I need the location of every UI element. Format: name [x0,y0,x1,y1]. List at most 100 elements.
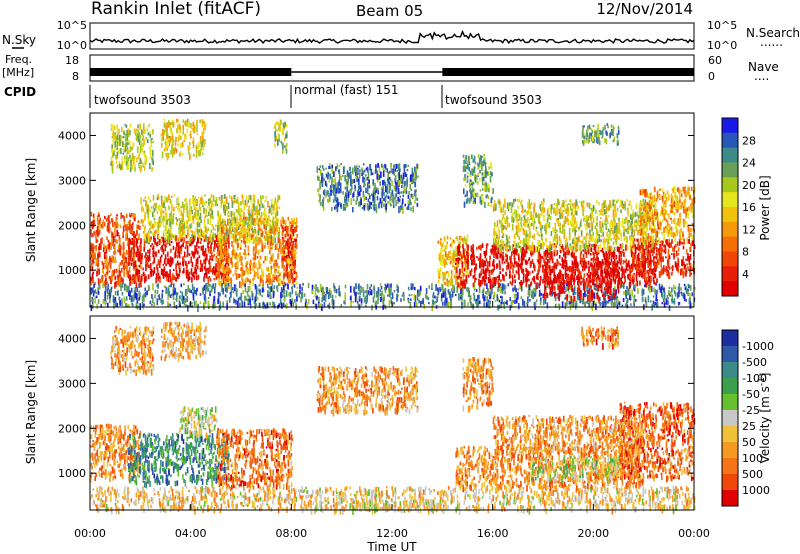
heatmap-cell [241,195,244,199]
heatmap-cell [120,263,123,266]
heatmap-cell [510,259,512,263]
heatmap-cell [462,244,464,249]
heatmap-cell [243,237,245,244]
heatmap-cell [599,243,601,249]
heatmap-cell [393,302,395,305]
heatmap-cell [535,283,537,288]
heatmap-cell [121,298,123,303]
heatmap-cell [242,290,244,295]
heatmap-cell [549,245,552,252]
heatmap-cell [493,293,496,297]
heatmap-cell [247,285,250,290]
heatmap-cell [193,300,196,306]
heatmap-cell [231,254,234,259]
heatmap-cell [239,258,241,261]
heatmap-cell [571,251,573,258]
heatmap-cell [645,279,647,283]
heatmap-cell [608,250,610,254]
heatmap-cell [207,242,209,249]
heatmap-cell [268,273,270,276]
heatmap-cell [439,288,442,292]
heatmap-cell [469,297,471,303]
heatmap-cell [506,300,508,306]
heatmap-cell [217,240,219,245]
heatmap-cell [231,201,234,208]
heatmap-cell [149,221,151,226]
heatmap-cell [585,253,588,259]
heatmap-cell [129,255,132,261]
heatmap-cell [284,223,287,228]
heatmap-cell [151,294,153,299]
heatmap-cell [203,236,206,240]
heatmap-cell [290,268,293,271]
heatmap-cell [138,258,141,262]
heatmap-cell [483,251,485,255]
heatmap-cell [191,252,194,255]
heatmap-cell [182,228,184,236]
heatmap-cell [169,294,172,298]
heatmap-cell [291,250,294,255]
heatmap-cell [164,272,166,277]
heatmap-cell [107,302,109,308]
heatmap-cell [590,253,592,256]
heatmap-cell [252,237,254,242]
heatmap-cell [663,301,666,308]
heatmap-cell [614,290,617,294]
heatmap-cell [565,262,568,268]
heatmap-cell [513,294,516,299]
heatmap-cell [638,220,640,223]
heatmap-cell [614,286,616,290]
heatmap-cell [264,208,266,211]
heatmap-cell [635,299,637,302]
heatmap-cell [133,240,135,248]
heatmap-cell [363,297,366,303]
heatmap-cell [157,283,159,289]
heatmap-cell [613,279,615,283]
heatmap-cell [169,233,171,238]
heatmap-cell [220,272,223,280]
heatmap-cell [166,258,169,265]
heatmap-cell [373,285,375,288]
heatmap-cell [241,267,243,274]
heatmap-cell [522,298,524,306]
heatmap-cell [484,253,487,259]
heatmap-cell [425,288,428,294]
heatmap-cell [152,250,154,257]
heatmap-cell [156,289,159,295]
heatmap-cell [620,261,622,266]
heatmap-cell [169,259,171,267]
heatmap-cell [173,207,175,212]
heatmap-cell [161,289,164,293]
heatmap-cell [449,260,452,265]
heatmap-cell [136,269,139,275]
heatmap-cell [486,295,488,302]
heatmap-cell [654,267,657,272]
heatmap-cell [548,256,551,264]
heatmap-cell [134,292,137,295]
heatmap-cell [204,264,207,271]
heatmap-cell [546,275,548,282]
heatmap-cell [545,289,547,295]
heatmap-cell [153,218,156,221]
heatmap-cell [136,287,138,293]
heatmap-cell [517,269,520,275]
heatmap-cell [222,201,225,205]
heatmap-cell [612,251,614,258]
heatmap-cell [461,280,464,286]
heatmap-cell [380,285,383,290]
heatmap-cell [269,234,271,239]
heatmap-cell [98,229,101,235]
heatmap-cell [235,261,238,268]
heatmap-cell [235,290,238,297]
heatmap-cell [518,303,520,310]
heatmap-cell [353,286,355,293]
heatmap-cell [511,282,513,286]
heatmap-cell [604,297,606,302]
heatmap-cell [92,250,94,254]
heatmap-cell [170,229,172,234]
heatmap-cell [110,287,113,293]
heatmap-cell [116,221,119,229]
heatmap-cell [163,202,165,209]
heatmap-cell [520,256,523,262]
heatmap-cell [281,236,284,240]
